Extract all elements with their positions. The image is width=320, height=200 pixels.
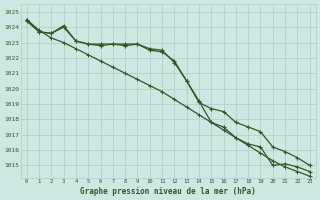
X-axis label: Graphe pression niveau de la mer (hPa): Graphe pression niveau de la mer (hPa): [80, 187, 256, 196]
